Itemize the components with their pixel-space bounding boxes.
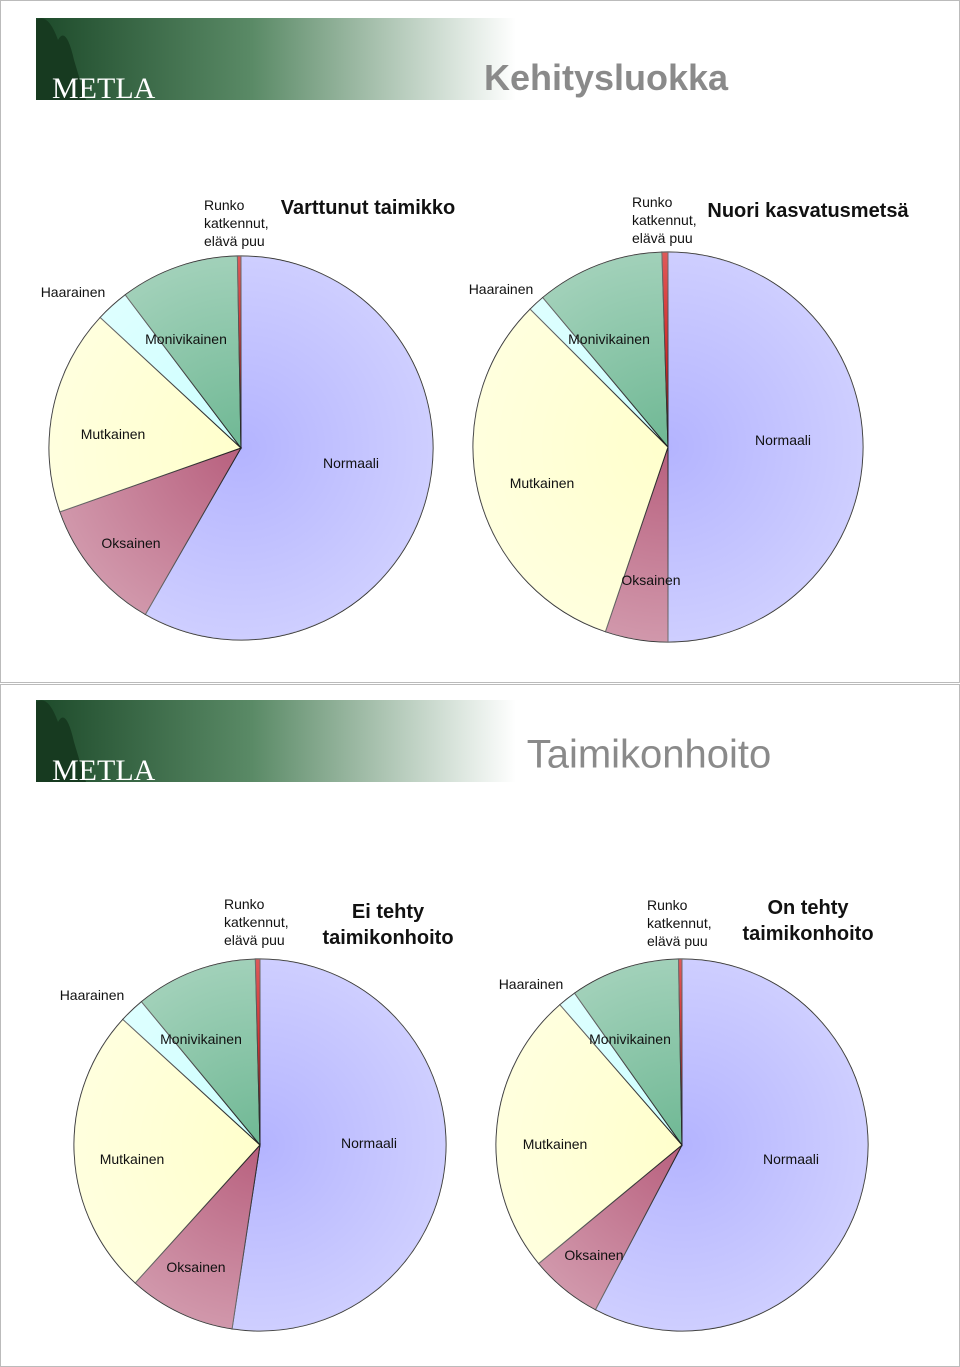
logo-banner	[36, 18, 516, 100]
slice-label: Normaali	[340, 1135, 398, 1151]
slice-label: Mutkainen	[80, 426, 146, 442]
slice-label: Oksainen	[564, 1247, 624, 1263]
logo-trees	[36, 18, 86, 100]
logo-trees	[36, 700, 86, 782]
slice-label: Oksainen	[621, 572, 681, 588]
slice-label: Runko katkennut, elävä puu	[647, 897, 712, 949]
slice-label: Normaali	[762, 1151, 820, 1167]
slice-label: Haarainen	[468, 281, 534, 297]
pie-slice	[231, 958, 447, 1332]
slice-label: Oksainen	[101, 535, 161, 551]
slice-label: Haarainen	[40, 284, 106, 300]
slice-label: Oksainen	[166, 1259, 226, 1275]
slice-label: Monivikainen	[589, 1031, 671, 1047]
slice-label: Normaali	[754, 432, 812, 448]
slide-title: Kehitysluokka	[483, 57, 729, 98]
slice-label: Mutkainen	[522, 1136, 588, 1152]
chart-title: On tehty taimikonhoito	[742, 897, 874, 945]
logo-text: METLA	[52, 72, 156, 105]
slice-label: Mutkainen	[99, 1151, 165, 1167]
logo-text: METLA	[52, 754, 156, 787]
slice-label: Monivikainen	[160, 1031, 242, 1047]
slice-label: Haarainen	[59, 987, 125, 1003]
slide-title: Taimikonhoito	[526, 732, 772, 777]
chart-title: Varttunut taimikko	[280, 197, 456, 219]
slice-label: Mutkainen	[509, 475, 575, 491]
slice-label: Monivikainen	[568, 331, 650, 347]
logo-banner	[36, 700, 516, 782]
slice-label: Normaali	[322, 455, 380, 471]
slice-label: Runko katkennut, elävä puu	[204, 197, 269, 249]
slice-label: Runko katkennut, elävä puu	[224, 896, 289, 948]
slice-label: Runko katkennut, elävä puu	[632, 194, 697, 246]
chart-title: Nuori kasvatusmetsä	[707, 200, 909, 222]
chart-title: Ei tehty taimikonhoito	[322, 901, 454, 949]
slice-label: Haarainen	[498, 976, 564, 992]
slice-label: Monivikainen	[145, 331, 227, 347]
